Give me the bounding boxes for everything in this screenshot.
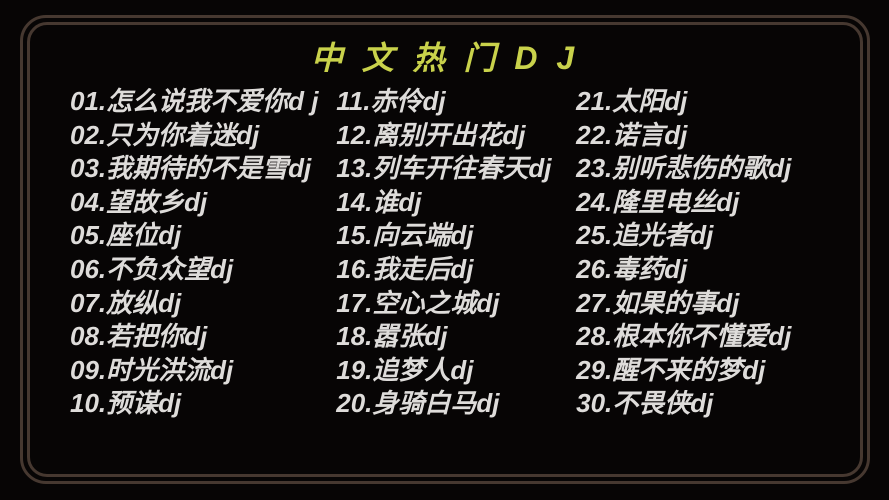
- song-item: 24.隆里电丝dj: [576, 186, 740, 217]
- song-item: 09.时光洪流dj: [70, 354, 234, 385]
- song-item: 07.放纵dj: [70, 287, 182, 318]
- song-item: 18.嚣张dj: [336, 321, 448, 352]
- song-list-column-1: 01.怎么说我不爱你d j 02.只为你着迷dj 03.我期待的不是雪dj 04…: [70, 85, 336, 421]
- song-list-column-3: 21.太阳dj 22.诺言dj 23.别听悲伤的歌dj 24.隆里电丝dj 25…: [576, 85, 860, 421]
- song-item: 05.座位dj: [70, 220, 182, 251]
- song-item: 14.谁dj: [336, 186, 422, 217]
- song-item: 08.若把你dj: [70, 321, 208, 352]
- song-item: 28.根本你不懂爱dj: [576, 321, 792, 352]
- song-item: 10.预谋dj: [70, 388, 182, 419]
- song-item: 19.追梦人dj: [336, 354, 474, 385]
- poster-frame-outer: 中 文 热 门 D J 01.怎么说我不爱你d j 02.只为你着迷dj 03.…: [20, 15, 870, 484]
- song-item: 17.空心之城dj: [336, 287, 500, 318]
- song-item: 20.身骑白马dj: [336, 388, 500, 419]
- song-item: 25.追光者dj: [576, 220, 714, 251]
- song-item: 27.如果的事dj: [576, 287, 740, 318]
- song-item: 02.只为你着迷dj: [70, 119, 260, 150]
- song-item: 03.我期待的不是雪dj: [70, 153, 312, 184]
- song-item: 06.不负众望dj: [70, 253, 234, 284]
- song-item: 01.怎么说我不爱你d j: [70, 86, 319, 116]
- poster-frame-inner: 中 文 热 门 D J 01.怎么说我不爱你d j 02.只为你着迷dj 03.…: [27, 22, 863, 477]
- song-item: 16.我走后dj: [336, 253, 474, 284]
- song-item: 13.列车开往春天dj: [336, 153, 552, 184]
- song-item: 29.醒不来的梦dj: [576, 354, 766, 385]
- song-item: 26.毒药dj: [576, 253, 688, 284]
- page-title: 中 文 热 门 D J: [310, 40, 580, 76]
- song-item: 04.望故乡dj: [70, 186, 208, 217]
- playlist: 01.怎么说我不爱你d j 02.只为你着迷dj 03.我期待的不是雪dj 04…: [30, 79, 860, 421]
- song-item: 11.赤伶dj: [336, 86, 446, 116]
- song-item: 12.离别开出花dj: [336, 119, 526, 150]
- song-item: 30.不畏侠dj: [576, 388, 714, 419]
- song-item: 21.太阳dj: [576, 86, 688, 116]
- song-item: 15.向云端dj: [336, 220, 474, 251]
- song-item: 22.诺言dj: [576, 119, 688, 150]
- song-item: 23.别听悲伤的歌dj: [576, 153, 792, 184]
- song-list-column-2: 11.赤伶dj 12.离别开出花dj 13.列车开往春天dj 14.谁dj 15…: [336, 85, 576, 421]
